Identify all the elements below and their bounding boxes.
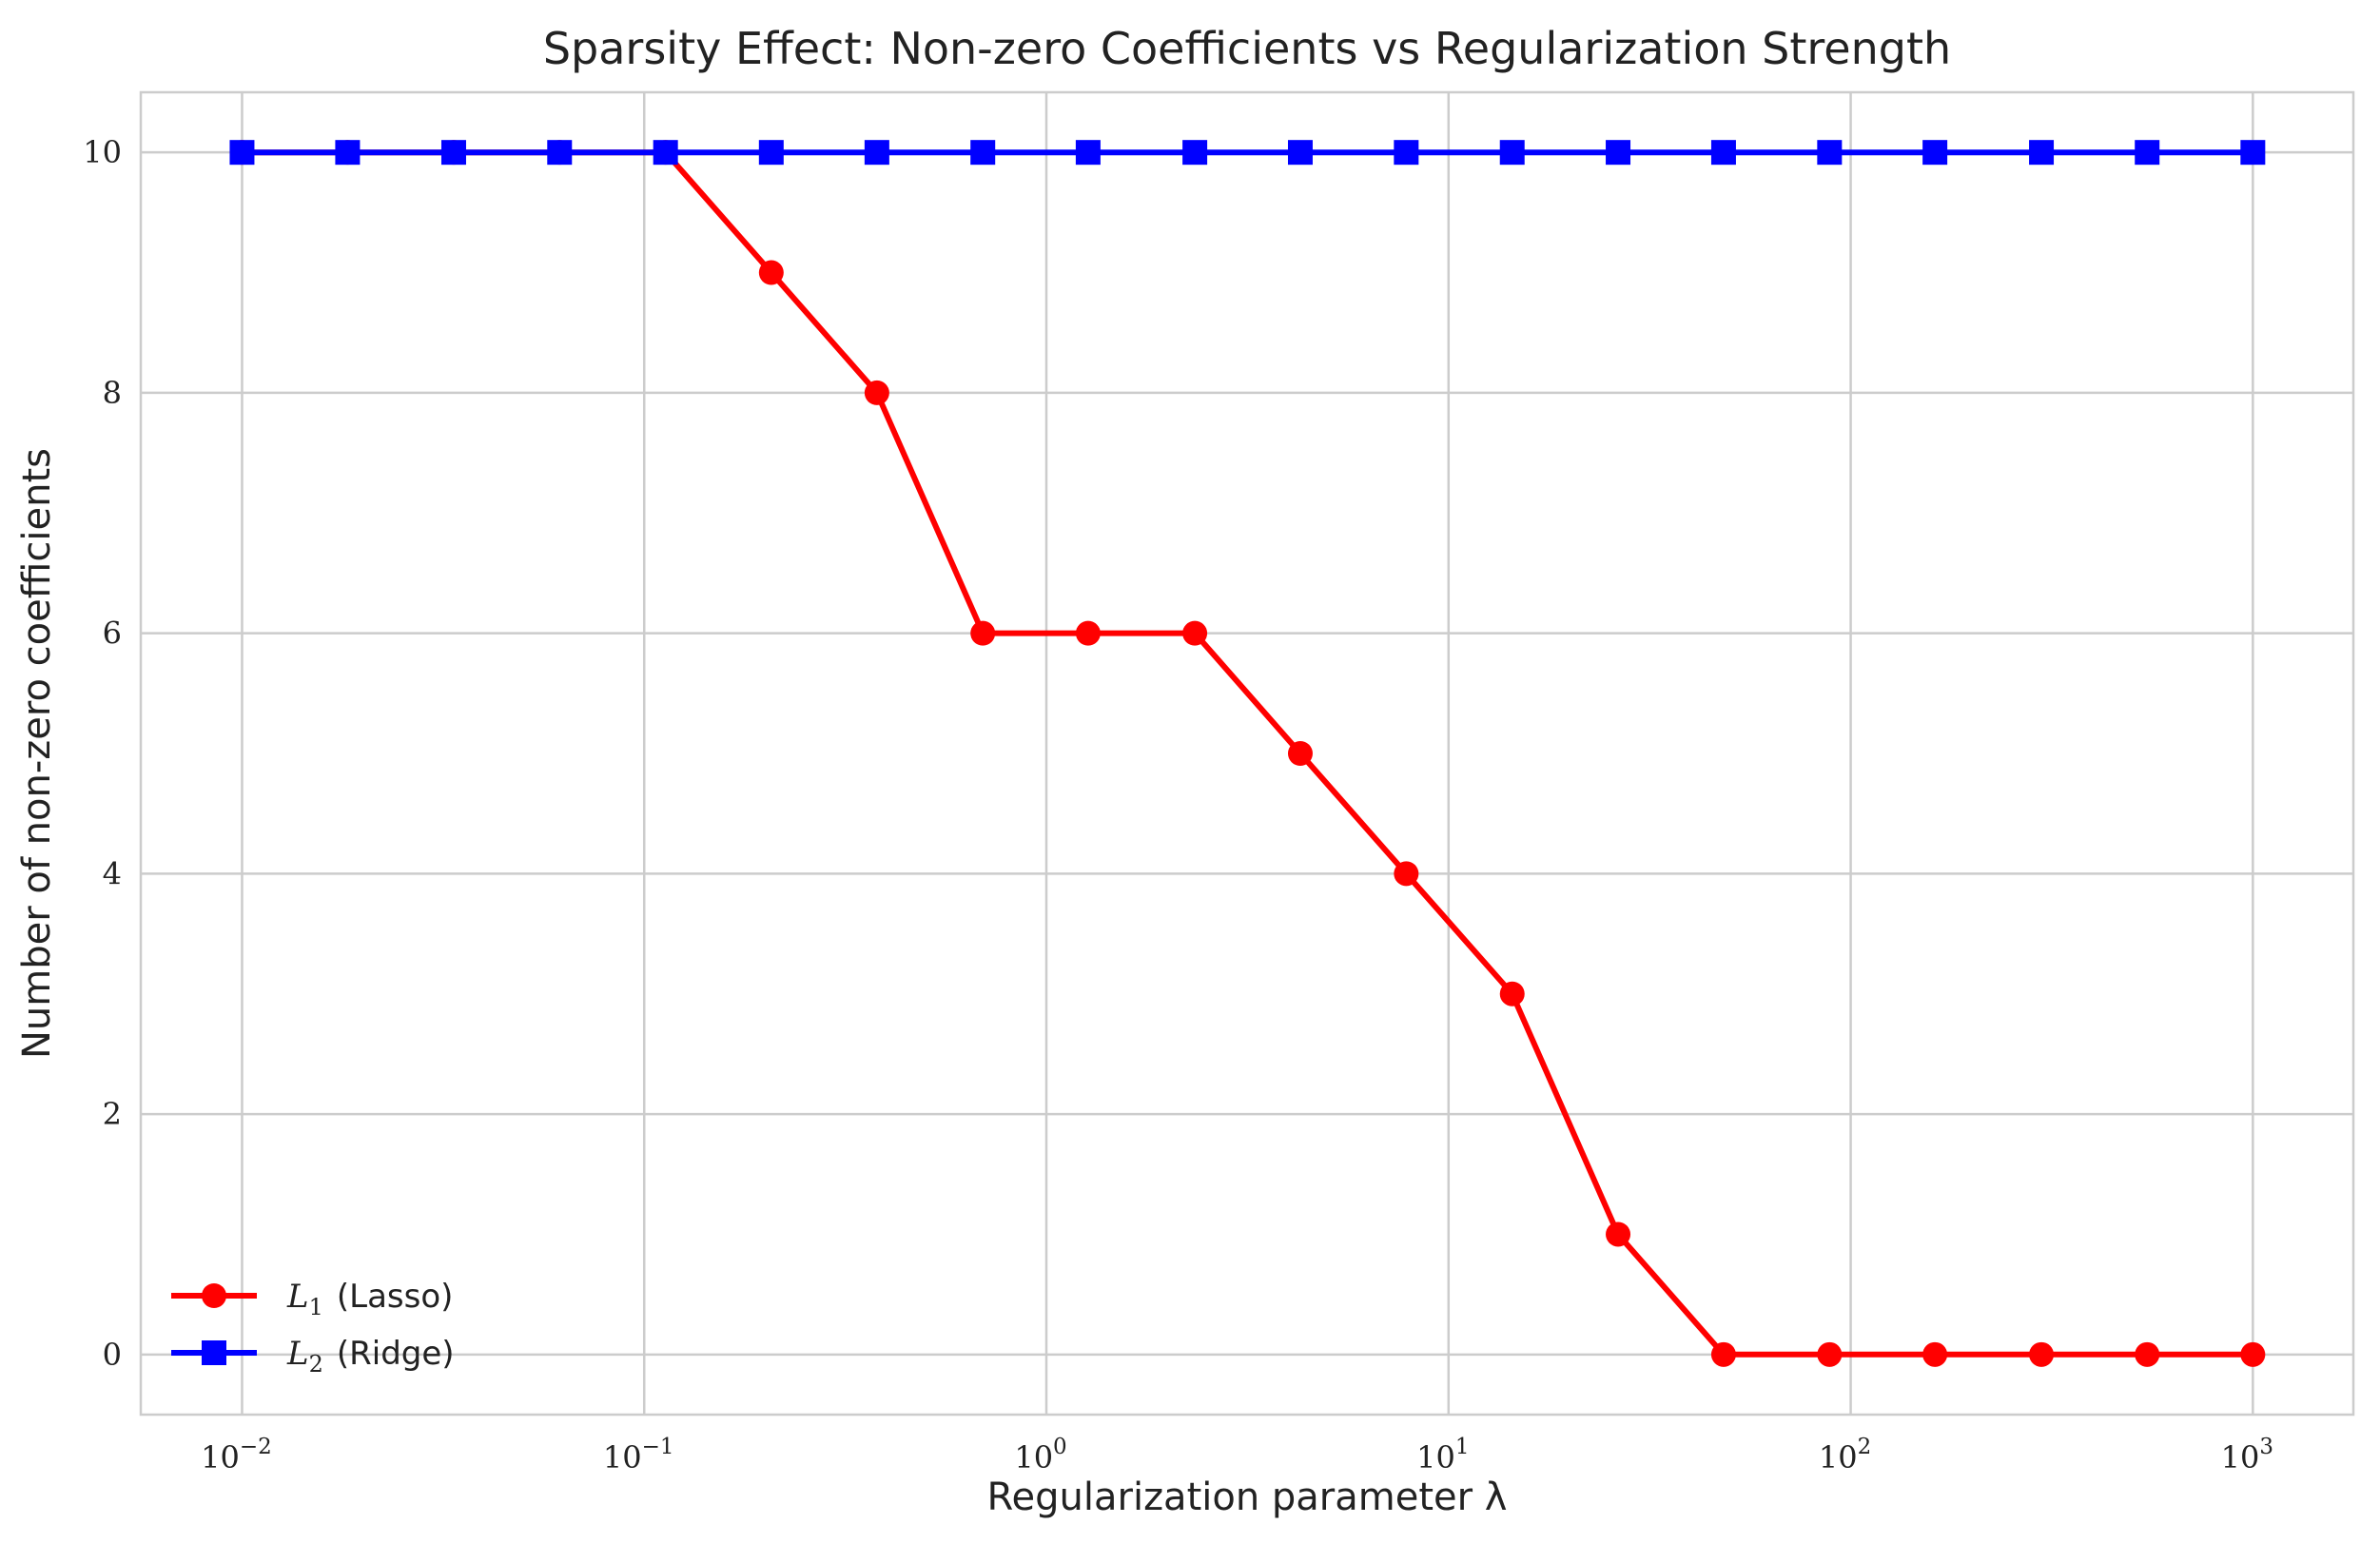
legend-entry: L2 (Ridge) [171,1335,455,1378]
data-point [2135,140,2160,166]
x-tick-label: 100 [1014,1435,1066,1476]
data-point [229,140,255,166]
chart-title: Sparsity Effect: Non-zero Coefficients v… [543,23,1951,74]
x-axis-label: Regularization parameter λ [987,1476,1508,1519]
x-tick-base: 10 [1416,1439,1455,1476]
x-tick-base: 10 [603,1439,642,1476]
legend-math-subscript: 1 [309,1294,323,1320]
x-tick-exponent: 3 [2259,1435,2273,1459]
series-line [242,149,2253,1358]
data-point [653,140,678,166]
series-1 [229,140,2266,166]
data-point [2240,1341,2266,1367]
x-tick-exponent: −2 [240,1435,272,1459]
legend-label: L1 (Lasso) [286,1278,453,1320]
data-point [758,140,784,166]
y-tick-label: 0 [103,1337,122,1373]
x-tick-base: 10 [201,1439,240,1476]
data-point [335,140,361,166]
x-tick-label: 101 [1416,1435,1469,1476]
data-point [1182,140,1208,166]
x-tick-base: 10 [1819,1439,1858,1476]
data-point [1075,140,1101,166]
data-point [1182,620,1208,646]
data-point [1287,140,1313,166]
y-axis-label: Number of non-zero coefficients [15,448,59,1059]
x-tick-exponent: 0 [1053,1435,1067,1459]
data-point [1710,140,1736,166]
grid-lines [141,92,2353,1415]
x-tick-label: 10−1 [603,1435,674,1476]
plot-area [139,90,2355,1417]
legend-math-symbol: L [286,1278,309,1316]
data-point [1499,140,1525,166]
data-point [1817,1341,1843,1367]
x-tick-label: 10−2 [201,1435,272,1476]
x-tick-labels: 10−2 10−1 100 101 102 103 [201,1435,2273,1476]
y-tick-label: 6 [103,616,122,652]
legend-math-symbol: L [286,1335,309,1373]
legend-entry: L1 (Lasso) [171,1278,453,1320]
data-point [2240,140,2266,166]
y-tick-label: 4 [103,855,122,891]
y-tick-label: 2 [103,1096,122,1132]
data-point [2029,1341,2055,1367]
x-tick-label: 102 [1819,1435,1871,1476]
data-point [1075,620,1101,646]
legend-marker [202,1283,226,1308]
legend-marker [202,1340,226,1365]
data-point [1606,140,1631,166]
data-point [1922,1341,1948,1367]
data-point [2135,1341,2160,1367]
data-point [1394,140,1419,166]
data-point [547,140,573,166]
legend-series-name: (Lasso) [337,1278,454,1316]
data-point [1287,741,1313,766]
legend: L1 (Lasso)L2 (Ridge) [171,1278,455,1378]
y-tick-labels: 0 2 4 6 8 10 [83,134,122,1373]
legend-math-subscript: 2 [309,1351,323,1378]
data-point [970,620,996,646]
data-point [1922,140,1948,166]
legend-series-name: (Ridge) [337,1335,455,1373]
data-point [970,140,996,166]
data-point [1710,1341,1736,1367]
x-tick-exponent: 1 [1455,1435,1470,1459]
data-point [1394,861,1419,887]
legend-label: L2 (Ridge) [286,1335,455,1378]
x-tick-base: 10 [1014,1439,1053,1476]
series-layer [229,140,2266,1367]
x-tick-exponent: −1 [642,1435,674,1459]
data-point [1606,1222,1631,1247]
x-tick-exponent: 2 [1858,1435,1872,1459]
data-point [440,140,466,166]
data-point [864,380,889,405]
y-tick-label: 8 [103,375,122,411]
series-0 [229,140,2266,1367]
data-point [1817,140,1843,166]
data-point [1499,981,1525,1007]
data-point [758,260,784,285]
x-tick-label: 103 [2221,1435,2273,1476]
y-tick-label: 10 [83,134,122,170]
data-point [2029,140,2055,166]
x-tick-base: 10 [2221,1439,2260,1476]
data-point [864,140,889,166]
